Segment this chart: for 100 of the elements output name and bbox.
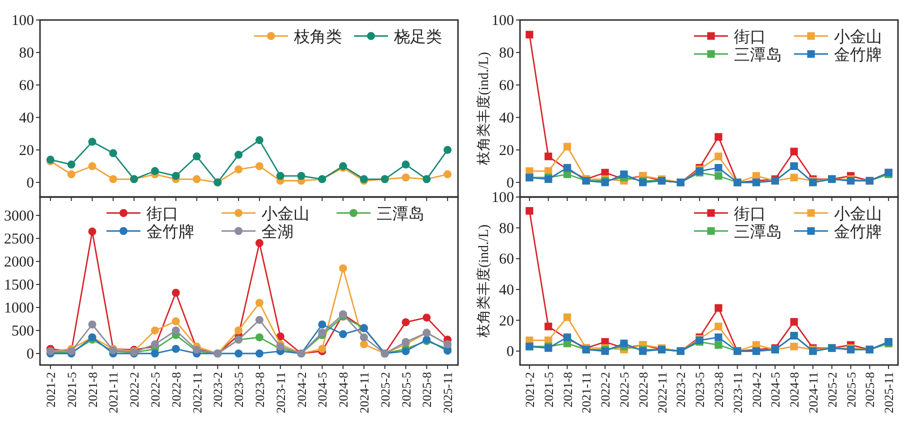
legend-label: 金竹牌 — [146, 223, 194, 241]
point — [790, 174, 798, 182]
y-tick-label: 0 — [26, 346, 34, 362]
x-tick-label: 2024-5 — [768, 372, 783, 408]
point — [255, 239, 264, 248]
point — [67, 160, 76, 169]
legend-label: 小金山 — [834, 28, 882, 46]
legend-label: 枝角类 — [293, 28, 342, 46]
point — [790, 148, 798, 156]
x-tick-label: 2025-8 — [863, 372, 878, 408]
y-tick-label: 0 — [26, 175, 34, 192]
point — [67, 170, 76, 178]
point — [172, 172, 180, 180]
legend-label: 金竹牌 — [834, 46, 882, 64]
x-tick-label: 2021-2 — [44, 372, 58, 408]
x-tick-label: 2022-2 — [598, 372, 613, 408]
x-tick-label: 2023-2 — [211, 372, 226, 408]
point — [150, 349, 159, 358]
x-tick-label: 2023-11 — [274, 372, 288, 414]
point — [192, 152, 201, 160]
y-axis-title: 枝角类丰度(ind./L) — [476, 224, 492, 339]
point — [714, 322, 722, 330]
x-tick-label: 2022-5 — [148, 372, 162, 408]
x-tick-label: 2024-5 — [316, 372, 330, 408]
point — [714, 152, 722, 160]
y-tick-label: 500 — [12, 323, 34, 340]
x-tick-label: 2023-8 — [252, 372, 267, 408]
point — [276, 172, 284, 180]
legend-label: 金竹牌 — [834, 223, 882, 241]
legend-label: 三潭岛 — [734, 47, 782, 64]
point — [714, 133, 722, 141]
point — [714, 172, 722, 180]
x-tick-label: 2022-8 — [169, 372, 184, 408]
point — [544, 152, 552, 160]
x-tick-label: 2025-11 — [441, 372, 456, 414]
point — [255, 316, 264, 324]
x-tick-label: 2021-2 — [522, 372, 537, 408]
point — [714, 164, 722, 172]
x-tick-label: 2023-2 — [674, 372, 688, 408]
point — [172, 288, 180, 297]
point — [444, 146, 452, 154]
point — [234, 165, 243, 174]
y-tick-label: 2000 — [4, 254, 34, 270]
x-tick-label: 2025-5 — [399, 372, 414, 408]
x-tick-label: 2023-5 — [693, 372, 708, 408]
x-tick-label: 2021-5 — [542, 372, 556, 408]
y-tick-label: 20 — [499, 142, 514, 159]
point — [88, 228, 96, 236]
point — [402, 174, 410, 182]
x-tick-label: 2023-11 — [730, 372, 745, 414]
point — [88, 320, 96, 328]
point — [714, 333, 722, 342]
point — [255, 333, 264, 342]
x-tick-label: 2022-5 — [617, 372, 632, 408]
x-tick-label: 2024-8 — [336, 372, 351, 408]
point — [339, 264, 348, 272]
y-tick-label: 3000 — [4, 208, 34, 224]
y-tick-label: 20 — [19, 142, 34, 159]
x-tick-label: 2025-8 — [420, 372, 434, 408]
point — [192, 175, 201, 184]
point — [234, 326, 243, 334]
y-tick-label: 1000 — [4, 300, 34, 316]
point — [318, 328, 326, 337]
point — [402, 318, 410, 326]
x-tick-label: 2025-11 — [882, 372, 896, 414]
x-tick-label: 2024-11 — [357, 372, 372, 414]
point — [88, 138, 96, 146]
point — [172, 344, 180, 353]
point — [150, 340, 159, 348]
legend-label: 三潭岛 — [376, 206, 424, 223]
point — [255, 298, 264, 307]
x-tick-label: 2022-8 — [636, 372, 650, 408]
point — [276, 332, 284, 340]
y-tick-label: 100 — [492, 190, 514, 206]
y-tick-label: 80 — [499, 45, 514, 62]
y-tick-label: 100 — [12, 13, 34, 29]
point — [444, 170, 452, 178]
point — [563, 142, 572, 150]
y-tick-label: 1500 — [4, 277, 34, 294]
point — [714, 304, 722, 312]
y-tick-label: 60 — [19, 78, 34, 94]
point — [88, 162, 96, 170]
legend-label: 街口 — [734, 206, 766, 223]
point — [790, 342, 798, 350]
x-tick-label: 2021-11 — [580, 372, 594, 414]
x-tick-label: 2025-2 — [825, 372, 840, 408]
x-tick-label: 2021-8 — [86, 372, 100, 408]
point — [790, 318, 798, 326]
point — [714, 341, 722, 349]
y-tick-label: 80 — [19, 45, 34, 62]
point — [526, 207, 534, 215]
y-tick-label: 100 — [492, 13, 514, 29]
y-tick-label: 40 — [19, 110, 34, 126]
x-tick-label: 2022-2 — [128, 372, 142, 408]
x-tick-label: 2023-8 — [712, 372, 726, 408]
y-tick-label: 60 — [499, 78, 514, 94]
point — [318, 344, 326, 353]
y-tick-label: 40 — [499, 110, 514, 126]
x-tick-label: 2025-5 — [844, 372, 858, 408]
x-tick-label: 2022-11 — [655, 372, 670, 414]
